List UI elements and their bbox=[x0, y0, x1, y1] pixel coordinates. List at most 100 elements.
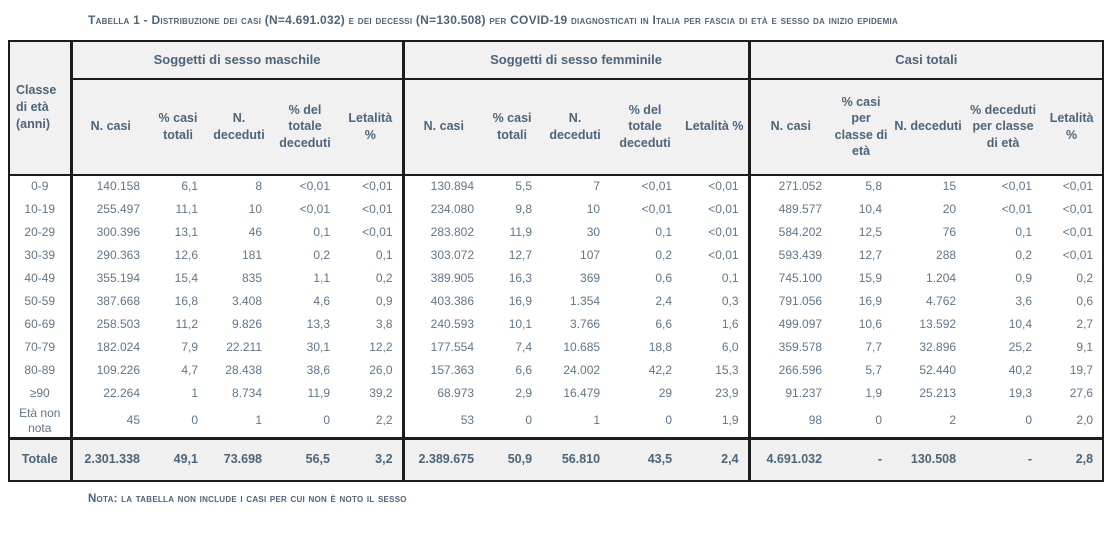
cell-male-col-1: 7,9 bbox=[181, 339, 198, 354]
cell-total-col-2: 76 bbox=[942, 224, 957, 239]
cell-female-col-2: 30 bbox=[586, 224, 601, 239]
cell-female-col-4: <0,01 bbox=[708, 247, 739, 262]
cell-female-col-0: 240.593 bbox=[401, 312, 484, 336]
cell-female-col-4: 1,6 bbox=[721, 316, 739, 331]
cell-total-col-4: <0,01 bbox=[1062, 201, 1094, 216]
table-row: 30-39 290.363 12,6 181 0,2 0,1 303.072 12,7 107 0… bbox=[9, 243, 1103, 267]
cell-total-col-3: 0 bbox=[1025, 413, 1033, 428]
cell-female-col-1: 12,7 bbox=[508, 247, 533, 262]
cell-female-col-1: 6,6 bbox=[515, 362, 533, 377]
cell-male-col-2: 73.698 bbox=[207, 436, 271, 482]
cell-male-col-3: <0,01 bbox=[299, 179, 330, 194]
subheader-female-col-2: N. deceduti bbox=[541, 78, 610, 176]
subheader-total-col-2: N. deceduti bbox=[891, 78, 966, 176]
cell-male-col-0: 109.226 bbox=[69, 358, 149, 382]
subheader-male-col-0: N. casi bbox=[69, 78, 149, 176]
cell-female-col-2: 56.810 bbox=[541, 436, 610, 482]
group-header-total: Casi totali bbox=[747, 40, 1104, 80]
table-title: Tabella 1 - Distribuzione dei casi (N=4.… bbox=[88, 13, 898, 27]
table-row: 70-79 182.024 7,9 22.211 30,1 12,2 177.554 7,4 1… bbox=[9, 335, 1103, 359]
cell-male-col-1: 11,2 bbox=[175, 316, 198, 331]
cell-male-col-1: 16,8 bbox=[174, 293, 198, 308]
cell-female-col-0: 130.894 bbox=[401, 174, 484, 198]
cell-female-col-4: 1,9 bbox=[721, 413, 739, 428]
cell-total-col-1: 10,6 bbox=[858, 316, 883, 331]
cell-total-col-1: 15,9 bbox=[858, 270, 883, 285]
cell-total-col-4: 2,8 bbox=[1041, 436, 1104, 482]
cell-male-col-2: 22.211 bbox=[226, 339, 262, 354]
cell-total-col-4: <0,01 bbox=[1062, 179, 1094, 194]
cell-male-col-4: 2,2 bbox=[375, 413, 393, 428]
cell-total-col-2: 52.440 bbox=[919, 362, 957, 377]
cell-female-col-0: 68.973 bbox=[401, 381, 484, 405]
cell-total-col-0: 791.056 bbox=[747, 289, 832, 313]
cell-male-col-3: 38,6 bbox=[306, 362, 330, 377]
total-row: Totale 2.301.338 49,1 73.698 56,5 3,2 2.389.67… bbox=[9, 436, 1104, 482]
table-row: 40-49 355.194 15,4 835 1,1 0,2 389.905 16,3 369 0… bbox=[9, 266, 1103, 290]
cell-total-col-2: 288 bbox=[936, 247, 957, 262]
subheader-male-col-4: Letalità % bbox=[339, 78, 404, 176]
cell-male-col-1: 49,1 bbox=[149, 436, 207, 482]
cell-female-col-3: <0,01 bbox=[641, 179, 673, 194]
cell-male-col-1: 4,7 bbox=[181, 362, 198, 377]
subheader-female-col-1: % casi totali bbox=[483, 78, 542, 176]
cell-female-col-2: 10.685 bbox=[563, 339, 601, 354]
subheader-male-col-3: % del totale deceduti bbox=[271, 78, 339, 176]
cell-total-col-0: 499.097 bbox=[747, 312, 832, 336]
cell-female-col-3: 6,6 bbox=[655, 316, 673, 331]
cell-male-col-3: 4,6 bbox=[313, 293, 330, 308]
cell-total-col-3: 40,2 bbox=[1008, 362, 1033, 377]
cell-total-col-4: <0,01 bbox=[1062, 224, 1094, 239]
cell-female-col-0: 157.363 bbox=[401, 358, 484, 382]
table-foot: Totale 2.301.338 49,1 73.698 56,5 3,2 2.389.67… bbox=[9, 436, 1104, 482]
cell-female-col-3: 0,6 bbox=[655, 270, 673, 285]
cell-total-col-3: 3,6 bbox=[1015, 293, 1033, 308]
cell-female-col-2: 24.002 bbox=[563, 362, 601, 377]
table-row: 0-9 140.158 6,1 8 <0,01 <0,01 130.894 5,5 7 <0,01… bbox=[9, 174, 1103, 198]
cell-male-col-2: 46 bbox=[248, 224, 262, 239]
cell-total-col-3: <0,01 bbox=[1001, 179, 1033, 194]
cell-male-col-4: 3,8 bbox=[375, 316, 393, 331]
cell-male-col-0: 182.024 bbox=[69, 335, 149, 359]
cell-male-col-3: 13,3 bbox=[306, 316, 330, 331]
cell-total-col-1: 0 bbox=[875, 413, 883, 428]
cell-male-col-4: 0,2 bbox=[375, 270, 393, 285]
cell-total-col-1: 7,7 bbox=[865, 339, 883, 354]
cell-male-col-0: 387.668 bbox=[69, 289, 149, 313]
total-label: Totale bbox=[9, 436, 71, 482]
cell-total-col-1: - bbox=[831, 436, 892, 482]
table-note: Nota: la tabella non include i casi per … bbox=[88, 493, 407, 506]
cell-total-col-4: 9,1 bbox=[1076, 339, 1094, 354]
cell-total-col-2: 20 bbox=[942, 201, 957, 216]
cell-male-col-3: 0 bbox=[323, 413, 330, 428]
subheader-row: N. casi% casi totali N. deceduti% del tot… bbox=[9, 78, 1104, 176]
cell-female-col-4: 6,0 bbox=[721, 339, 739, 354]
cell-female-col-2: 369 bbox=[580, 270, 601, 285]
cell-male-col-0: 22.264 bbox=[69, 381, 149, 405]
cell-female-col-1: 16,9 bbox=[508, 293, 533, 308]
cell-female-col-1: 11,9 bbox=[509, 224, 533, 239]
table-row: 80-89 109.226 4,7 28.438 38,6 26,0 157.363 6,6 2… bbox=[9, 358, 1103, 382]
cell-male-col-2: 10 bbox=[248, 201, 262, 216]
covid-distribution-table: Classe di età (anni) Soggetti di sesso m… bbox=[8, 39, 1105, 483]
cell-male-col-4: <0,01 bbox=[362, 179, 393, 194]
cell-male-col-1: 1 bbox=[191, 385, 198, 400]
cell-female-col-4: 2,4 bbox=[681, 436, 750, 482]
cell-total-col-0: 91.237 bbox=[747, 381, 832, 405]
cell-male-col-0: 300.396 bbox=[69, 220, 149, 244]
subheader-female-col-4: Letalità % bbox=[681, 78, 750, 176]
cell-male-col-2: 8.734 bbox=[231, 385, 262, 400]
cell-total-col-4: 0,2 bbox=[1076, 270, 1094, 285]
subheader-female-col-0: N. casi bbox=[401, 78, 484, 176]
cell-total-col-2: 130.508 bbox=[891, 436, 966, 482]
age-label: 80-89 bbox=[24, 362, 56, 377]
cell-male-col-2: 835 bbox=[241, 270, 262, 285]
group-header-row: Classe di età (anni) Soggetti di sesso m… bbox=[9, 40, 1104, 176]
table-row: ≥90 22.264 1 8.734 11,9 39,2 68.973 2,9 16.479 29… bbox=[9, 381, 1103, 405]
cell-total-col-4: 2,0 bbox=[1076, 413, 1094, 428]
table-row: 60-69 258.503 11,2 9.826 13,3 3,8 240.593 10,1 3… bbox=[9, 312, 1103, 336]
cell-female-col-1: 5,5 bbox=[515, 179, 533, 194]
cell-male-col-1: 0 bbox=[191, 413, 198, 428]
age-label: 20-29 bbox=[24, 224, 56, 239]
cell-female-col-0: 177.554 bbox=[401, 335, 484, 359]
